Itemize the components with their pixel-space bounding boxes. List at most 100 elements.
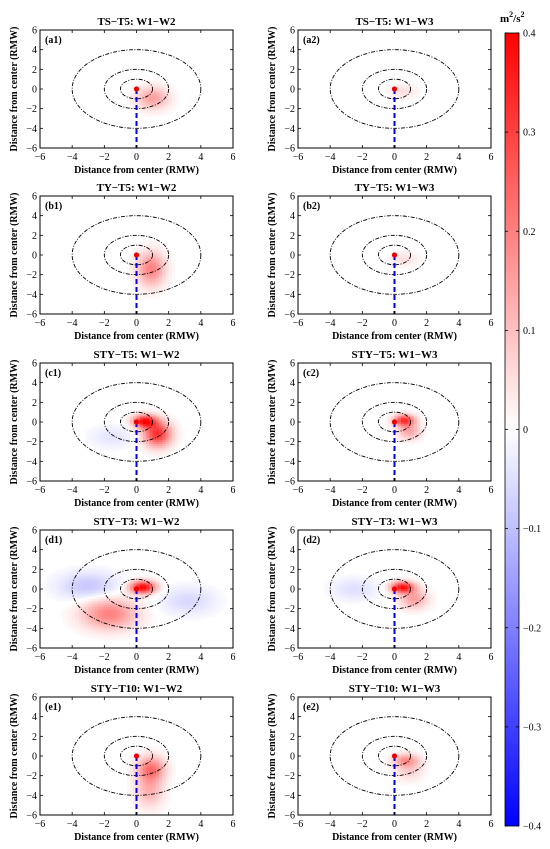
heatmap-cell <box>91 433 95 437</box>
heatmap-cell <box>410 412 415 415</box>
heatmap-cell <box>191 589 195 592</box>
heatmap-cell <box>142 110 147 113</box>
heatmap-cell <box>391 251 395 254</box>
heatmap-cell <box>220 602 224 606</box>
heatmap-cell <box>117 583 121 586</box>
heatmap-cell <box>175 96 179 100</box>
heatmap-cell <box>159 286 163 289</box>
heatmap-cell <box>175 431 179 435</box>
heatmap-cell <box>213 592 218 596</box>
heatmap-cell <box>107 622 112 625</box>
heatmap-cell <box>410 264 415 268</box>
heatmap-cell <box>404 765 408 769</box>
heatmap-cell <box>410 783 415 786</box>
heatmap-cell <box>207 596 211 600</box>
heatmap-cell <box>81 587 86 590</box>
heatmap-cell <box>146 765 150 769</box>
heatmap-cell <box>171 441 176 444</box>
heatmap-cell <box>136 614 141 617</box>
heatmap-cell <box>91 579 95 582</box>
heatmap-cell <box>429 590 434 594</box>
heatmap-cell <box>65 598 70 602</box>
heatmap-cell <box>171 435 176 439</box>
heatmap-cell <box>142 418 147 421</box>
heatmap-cell <box>46 581 50 584</box>
heatmap-cell <box>101 577 105 580</box>
heatmap-cell <box>175 89 179 92</box>
heatmap-cell <box>139 785 144 788</box>
heatmap-cell <box>94 441 99 444</box>
heatmap-cell <box>162 282 166 285</box>
heatmap-cell <box>410 581 415 584</box>
heatmap-cell <box>159 756 163 759</box>
heatmap-cell <box>81 567 86 570</box>
heatmap-cell <box>168 256 173 260</box>
heatmap-cell <box>101 447 105 450</box>
heatmap-cell <box>400 427 405 431</box>
heatmap-cell <box>97 618 102 621</box>
heatmap-cell <box>417 596 421 600</box>
heatmap-cell <box>126 587 131 590</box>
heatmap-cell <box>159 771 163 774</box>
heatmap-cell <box>352 583 357 586</box>
heatmap-cell <box>123 431 128 435</box>
heatmap-cell <box>391 757 395 761</box>
heatmap-cell <box>417 765 421 769</box>
heatmap-cell <box>323 590 328 594</box>
heatmap-cell <box>178 606 182 609</box>
heatmap-cell <box>107 585 112 588</box>
x-tick-label: 4 <box>198 152 203 163</box>
heatmap-cell <box>146 620 150 623</box>
heatmap-cell <box>107 569 112 572</box>
heatmap-cell <box>104 447 108 450</box>
heatmap-cell <box>413 750 418 753</box>
heatmap-cell <box>146 280 150 283</box>
colorbar-tick-label: −0.2 <box>523 623 541 634</box>
heatmap-cell <box>410 610 415 613</box>
heatmap-cell <box>142 616 147 619</box>
heatmap-cell <box>52 575 57 578</box>
heatmap-cell <box>104 579 108 582</box>
heatmap-cell <box>97 431 102 435</box>
heatmap-cell <box>410 262 415 266</box>
heatmap-cell <box>175 583 179 586</box>
heatmap-cell <box>171 89 176 92</box>
heatmap-cell <box>368 590 373 594</box>
heatmap-cell <box>397 441 402 444</box>
heatmap-cell <box>149 805 153 808</box>
heatmap-cell <box>371 592 376 596</box>
heatmap-cell <box>130 416 134 419</box>
heatmap-cell <box>46 585 50 588</box>
heatmap-cell <box>168 587 173 590</box>
heatmap-cell <box>139 775 144 778</box>
heatmap-cell <box>81 634 86 637</box>
heatmap-cell <box>146 600 150 604</box>
heatmap-cell <box>413 260 418 264</box>
heatmap-cell <box>152 445 157 448</box>
panel-title: STY−T5: W1−W2 <box>94 349 180 361</box>
heatmap-field <box>384 748 431 786</box>
heatmap-cell <box>146 795 150 798</box>
heatmap-cell <box>152 239 157 242</box>
heatmap-cell <box>146 420 150 423</box>
heatmap-cell <box>178 614 182 617</box>
heatmap-cell <box>365 596 370 600</box>
heatmap-cell <box>130 425 134 429</box>
heatmap-cell <box>168 431 173 435</box>
heatmap-cell <box>165 433 169 437</box>
heatmap-cell <box>197 590 202 594</box>
heatmap-cell <box>142 280 147 283</box>
heatmap-cell <box>426 610 431 613</box>
heatmap-cell <box>56 581 60 584</box>
heatmap-cell <box>155 795 160 798</box>
heatmap-cell <box>200 608 205 611</box>
heatmap-cell <box>388 594 392 598</box>
heatmap-cell <box>142 618 147 621</box>
heatmap-cell <box>417 581 421 584</box>
heatmap-cell <box>139 83 144 86</box>
heatmap-cell <box>130 100 134 104</box>
heatmap-cell <box>159 785 163 788</box>
heatmap-cell <box>155 431 160 435</box>
heatmap-cell <box>365 579 370 582</box>
heatmap-cell <box>407 83 411 86</box>
